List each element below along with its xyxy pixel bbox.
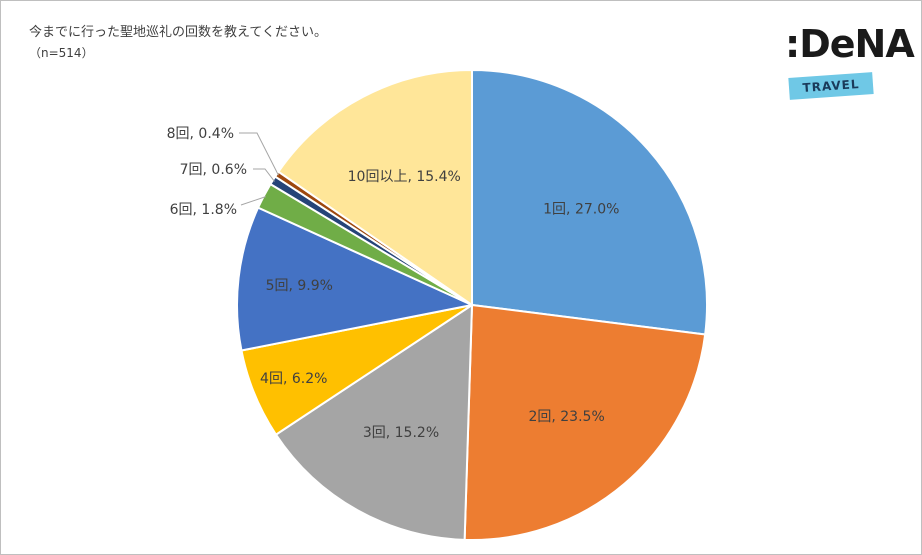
slice-label-6: 6回, 1.8% <box>170 202 237 218</box>
slice-label-10-plus: 10回以上, 15.4% <box>348 169 461 185</box>
leader-line-7 <box>253 168 275 182</box>
logo-brand-text: :DeNA <box>785 22 915 66</box>
slice-label-3: 3回, 15.2% <box>363 425 439 441</box>
leader-line-6 <box>240 196 266 206</box>
dena-travel-logo: :DeNA TRAVEL <box>785 25 915 111</box>
slice-label-1: 1回, 27.0% <box>543 202 619 218</box>
slice-label-4: 4回, 6.2% <box>260 371 327 387</box>
pie-slice-5 <box>236 206 476 352</box>
slice-label-8: 8回, 0.4% <box>167 126 234 142</box>
pie-slice-1 <box>471 68 708 336</box>
pie-slice-10-plus <box>277 68 473 307</box>
pie-slice-3 <box>274 303 474 541</box>
leader-line-8 <box>239 132 279 176</box>
pie-slice-2 <box>463 303 707 541</box>
slice-label-5: 5回, 9.9% <box>266 278 333 294</box>
chart-subtitle: （n=514） <box>29 46 94 60</box>
slice-label-2: 2回, 23.5% <box>528 409 604 425</box>
slice-label-7: 7回, 0.6% <box>180 162 247 178</box>
chart-title: 今までに行った聖地巡礼の回数を教えてください。 <box>29 25 327 40</box>
